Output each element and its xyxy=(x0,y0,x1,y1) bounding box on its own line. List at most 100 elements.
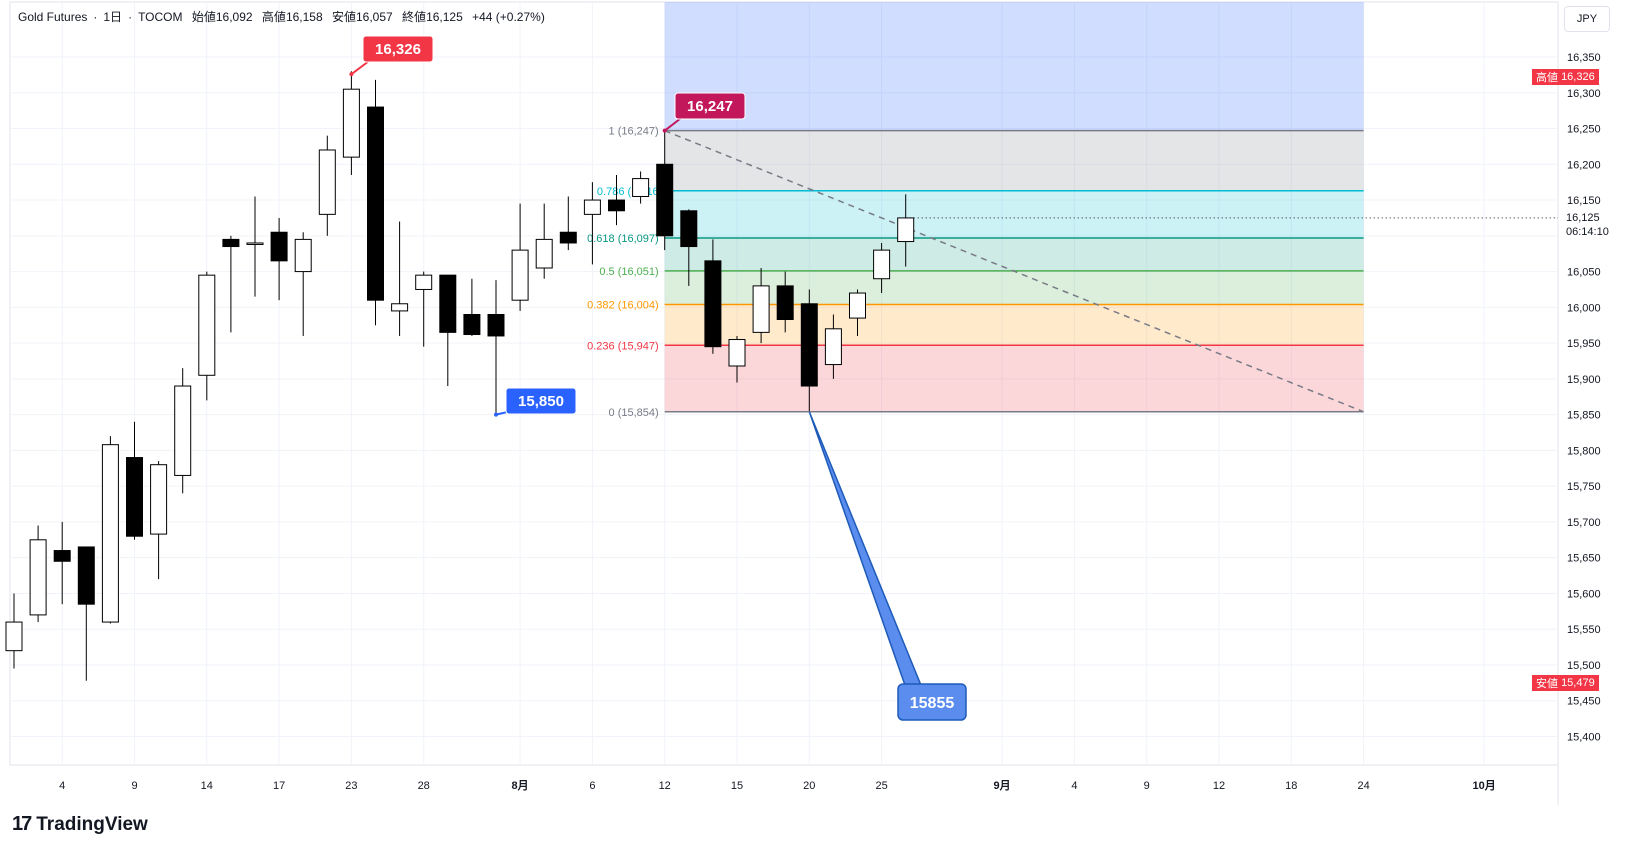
y-tick-label: 15,900 xyxy=(1567,374,1601,386)
y-tick-label: 15,650 xyxy=(1567,553,1601,565)
y-tick-label: 16,300 xyxy=(1567,88,1601,100)
price-label-text: 15,850 xyxy=(518,393,564,410)
candle-body xyxy=(511,249,529,301)
candle-body xyxy=(583,199,601,215)
candle xyxy=(487,280,505,415)
candle xyxy=(800,289,818,412)
open-value: 16,092 xyxy=(215,10,253,24)
candle-body xyxy=(752,285,770,333)
fib-zone-1 xyxy=(664,130,1364,191)
high-tag-value: 16,326 xyxy=(1561,71,1595,83)
plot-area xyxy=(9,1,1559,766)
symbol-name[interactable]: Gold Futures xyxy=(18,10,88,24)
y-tick-label: 15,700 xyxy=(1567,517,1601,529)
candle xyxy=(246,196,264,297)
candle xyxy=(849,289,866,336)
low-tag-label: 安値 xyxy=(1536,678,1558,690)
candle-body xyxy=(29,539,47,616)
candle-body xyxy=(150,464,168,535)
candle-body xyxy=(680,210,698,248)
candle xyxy=(77,546,95,681)
price-label-annotation: 16,326 xyxy=(349,35,434,77)
candle-body xyxy=(367,106,384,301)
candle-body xyxy=(222,238,240,248)
candle-body xyxy=(632,178,650,197)
close-value: 16,125 xyxy=(426,10,463,24)
fib-level-label: 0.5 (16,051) xyxy=(599,266,658,278)
interval[interactable]: 1日 xyxy=(103,10,123,24)
candle-body xyxy=(294,238,312,273)
candle-body xyxy=(174,385,192,476)
y-tick-label: 16,050 xyxy=(1567,267,1601,279)
candle xyxy=(222,235,240,333)
candle-body xyxy=(5,621,23,652)
candle-body xyxy=(656,163,674,237)
candle xyxy=(174,368,192,494)
candle xyxy=(463,278,481,336)
y-tick-label: 15,450 xyxy=(1567,696,1601,708)
x-tick-label: 12 xyxy=(1213,780,1225,792)
price-label-text: 16,247 xyxy=(687,98,733,115)
candle xyxy=(101,436,119,624)
candle-body xyxy=(776,285,794,321)
fib-level-label: 0.618 (16,097) xyxy=(587,233,659,245)
candle xyxy=(704,239,722,354)
candle-body xyxy=(270,231,288,262)
close-label: 終値 xyxy=(402,10,427,24)
candle-body xyxy=(391,303,409,312)
x-tick-label: 14 xyxy=(201,780,213,792)
high-value: 16,158 xyxy=(285,10,323,24)
y-tick-label: 15,950 xyxy=(1567,338,1601,350)
y-tick-label: 15,850 xyxy=(1567,410,1601,422)
y-tick-label: 15,500 xyxy=(1567,660,1601,672)
price-label-box xyxy=(505,387,577,415)
candle-body xyxy=(824,328,842,366)
candle xyxy=(415,271,433,347)
fib-zone-0.618 xyxy=(664,237,1364,271)
y-tick-label: 15,800 xyxy=(1567,445,1601,457)
x-tick-label: 20 xyxy=(803,780,815,792)
candle-body xyxy=(535,238,553,269)
candle-body xyxy=(704,260,722,348)
low-label: 安値 xyxy=(331,10,356,24)
last-price-marker: 16,125 06:14:10 xyxy=(1566,211,1609,239)
candle xyxy=(656,132,674,251)
x-tick-label: 6 xyxy=(589,780,595,792)
x-tick-label: 8月 xyxy=(512,779,529,792)
x-tick-label: 24 xyxy=(1357,780,1369,792)
y-tick-label: 16,200 xyxy=(1567,159,1601,171)
candle-body xyxy=(126,457,143,537)
candle-body xyxy=(53,550,71,562)
tradingview-logo[interactable]: 17 TradingView xyxy=(12,813,148,836)
open-label: 始値 xyxy=(191,10,216,24)
candle xyxy=(29,525,47,623)
candle-body xyxy=(849,292,866,319)
candle xyxy=(294,232,312,336)
candle-body xyxy=(487,313,505,337)
candle xyxy=(752,268,770,344)
candle-body xyxy=(439,274,457,333)
candle-body xyxy=(873,249,891,280)
x-tick-label: 4 xyxy=(59,780,65,792)
x-tick-label: 12 xyxy=(659,780,671,792)
high-price-tag: 高値 16,326 xyxy=(1532,69,1599,85)
fib-level-label: 0.382 (16,004) xyxy=(587,299,659,311)
candle xyxy=(198,271,216,401)
price-label-anchor xyxy=(349,72,354,77)
currency-button[interactable]: JPY xyxy=(1564,6,1610,32)
tradingview-logo-icon: 17 xyxy=(12,813,32,835)
price-label-box xyxy=(362,35,434,63)
fib-zone-0.236 xyxy=(664,345,1364,412)
candle xyxy=(53,521,71,605)
candle xyxy=(342,71,360,176)
x-tick-label: 9月 xyxy=(994,779,1011,792)
y-tick-label: 16,350 xyxy=(1567,52,1601,64)
high-label: 高値 xyxy=(261,10,286,24)
candle xyxy=(873,242,891,294)
candle xyxy=(680,209,698,286)
high-tag-label: 高値 xyxy=(1536,72,1558,84)
brand-name: TradingView xyxy=(36,813,148,835)
x-tick-label: 23 xyxy=(345,780,357,792)
y-tick-label: 15,750 xyxy=(1567,481,1601,493)
